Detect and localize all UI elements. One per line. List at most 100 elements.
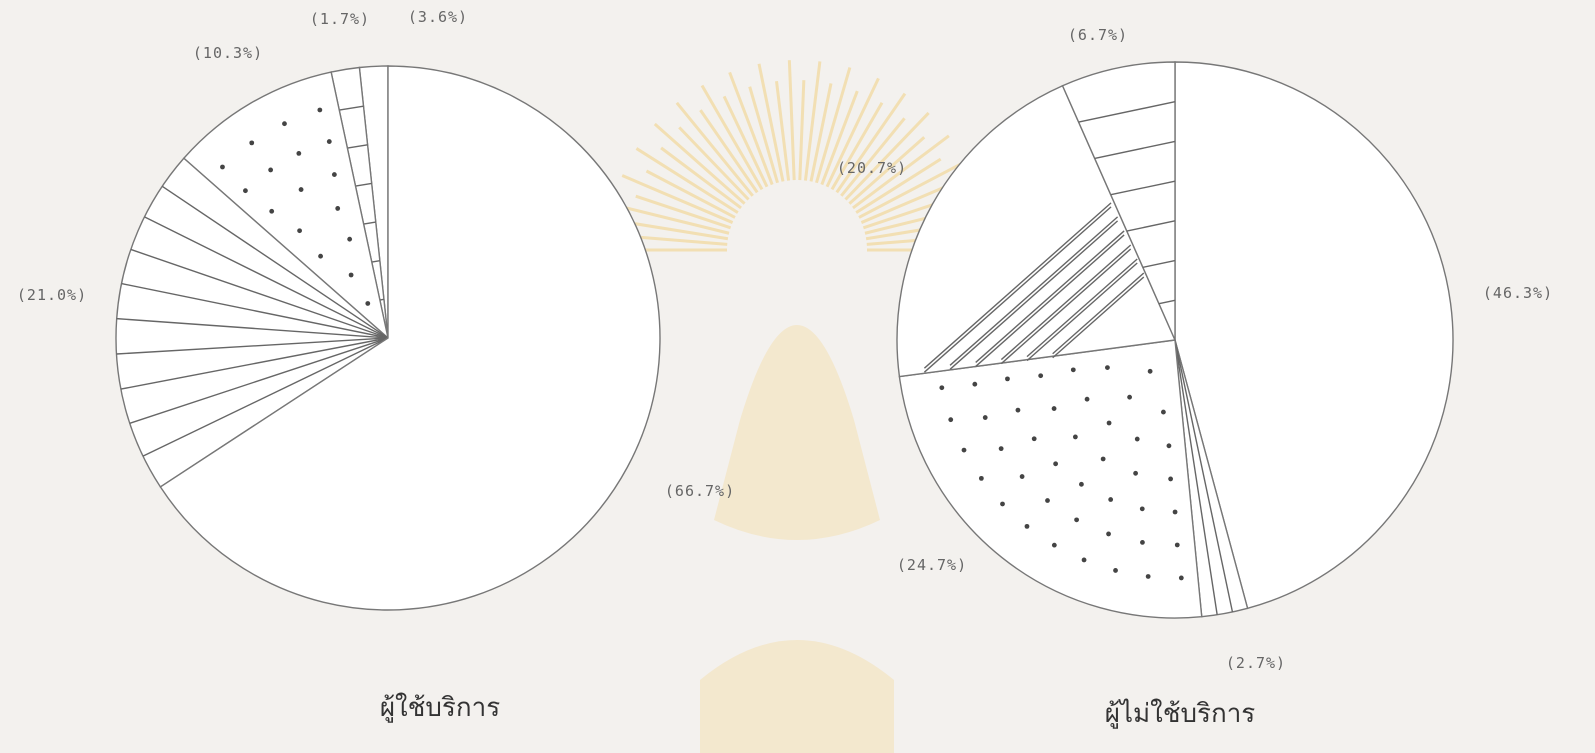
pie-slice-label: (21.0%) xyxy=(17,286,87,304)
watermark-ray xyxy=(820,90,859,186)
watermark-ray xyxy=(628,221,729,241)
pie-pattern-dot xyxy=(972,381,978,387)
pie-pattern-dot xyxy=(348,272,354,278)
pie-pattern-line xyxy=(1158,299,1176,305)
pie-chart-non-users: (46.3%) (2.7%) (24.7%) (20.7%) (6.7%) xyxy=(837,26,1552,672)
pie-slice-4 xyxy=(159,65,661,611)
pie-pattern-line xyxy=(1000,244,1132,361)
watermark-ray xyxy=(748,86,779,184)
pie-pattern-line xyxy=(923,202,1112,369)
pie-pattern-dot xyxy=(1168,476,1174,482)
watermark-ray xyxy=(653,122,746,205)
pie-pattern-dot xyxy=(317,107,323,113)
watermark-ray xyxy=(809,83,833,182)
watermark-ray xyxy=(855,157,942,214)
pie-pattern-dot xyxy=(1100,456,1106,462)
pie-pattern-dot xyxy=(347,236,353,242)
pie-pattern-dot xyxy=(1113,568,1118,573)
pie-slice-label: (6.7%) xyxy=(1068,26,1128,44)
pie-slice-2 xyxy=(898,339,1203,619)
pie-pattern-line xyxy=(371,260,380,263)
pie-slice-0 xyxy=(1174,61,1454,610)
pie-pattern-dot xyxy=(1051,406,1057,411)
watermark-ray xyxy=(660,146,742,210)
pie-pattern-line xyxy=(161,185,389,339)
pie-pattern-dot xyxy=(1166,443,1172,449)
pie-pattern-line xyxy=(363,221,376,225)
pie-pattern-dot xyxy=(1174,542,1180,548)
pie-pattern-line xyxy=(116,317,389,339)
pie-pattern-dot xyxy=(1145,574,1151,579)
pie-pattern-dot xyxy=(1031,436,1037,442)
watermark-ray xyxy=(858,160,966,219)
watermark-ray xyxy=(830,102,884,191)
pie-pattern-dot xyxy=(1053,461,1059,467)
pie-pattern-dot xyxy=(326,139,332,144)
pie-pattern-dot xyxy=(1147,368,1153,374)
pie-pattern-dot xyxy=(1038,373,1044,379)
pie-pattern-line xyxy=(339,105,364,111)
pie-pattern-line xyxy=(1052,272,1145,355)
watermark-ray xyxy=(678,126,750,201)
pie-pattern-dot xyxy=(1133,470,1138,476)
pie-pattern-dot xyxy=(1000,501,1005,507)
pie-pattern-line xyxy=(949,216,1119,366)
pie-pattern-line xyxy=(121,282,389,339)
pie-pattern-dot xyxy=(1140,539,1145,545)
pie-pattern-line xyxy=(144,216,389,339)
pie-pattern-dot xyxy=(1045,498,1050,503)
pie-pattern-dot xyxy=(1079,481,1084,487)
watermark-ray xyxy=(852,134,950,210)
watermark-ray xyxy=(621,174,734,224)
pie-pattern-line xyxy=(949,220,1119,370)
pie-pattern-dot xyxy=(318,253,323,259)
watermark-ray xyxy=(645,169,736,219)
pie-pattern-line xyxy=(347,144,368,149)
pie-pattern-dot xyxy=(961,447,967,453)
pie-pattern-line xyxy=(129,337,389,424)
pie-pattern-line xyxy=(1110,180,1176,196)
pie-pattern-dot xyxy=(297,228,302,234)
pie-slice-label: (10.3%) xyxy=(193,44,263,62)
pie-pattern-dot xyxy=(1070,367,1076,373)
pie-pattern-dot xyxy=(243,188,248,194)
pie-pattern-line xyxy=(1174,339,1218,615)
watermark-ray xyxy=(612,203,730,235)
pie-pattern-line xyxy=(1026,258,1138,358)
pie-pattern-dot xyxy=(1024,523,1030,529)
pie-slice-label: (66.7%) xyxy=(665,482,735,500)
pie-pattern-dot xyxy=(998,446,1004,452)
watermark-ray xyxy=(825,77,880,188)
watermark-base xyxy=(700,640,894,753)
pie-pattern-line xyxy=(975,234,1125,367)
pie-pattern-line xyxy=(120,337,389,390)
watermark-ray xyxy=(700,84,764,191)
pie-pattern-dot xyxy=(1139,506,1145,512)
pie-pattern-dot xyxy=(1005,376,1010,382)
pie-pattern-dot xyxy=(1172,509,1178,515)
watermark-ray xyxy=(844,111,930,201)
watermark-ray xyxy=(728,71,774,186)
pie-pattern-dot xyxy=(220,164,225,170)
pie-pattern-dot xyxy=(1105,365,1110,371)
pie-pattern-line xyxy=(1126,220,1176,232)
watermark-ray xyxy=(787,60,796,181)
watermark-ray xyxy=(757,63,785,182)
pie-pattern-dot xyxy=(982,415,988,420)
pie-pattern-dot xyxy=(948,417,954,423)
pie-pattern-dot xyxy=(249,140,255,146)
pie-pattern-line xyxy=(1174,339,1234,613)
pie-pattern-dot xyxy=(1072,434,1078,440)
caption-non-users: ผู้ไม่ใช้บริการ xyxy=(1105,698,1256,729)
pie-pattern-line xyxy=(923,206,1112,373)
pie-slice-label: (2.7%) xyxy=(1226,654,1286,672)
pie-pattern-dot xyxy=(978,475,984,481)
pie-pattern-line xyxy=(1026,262,1138,362)
pie-pattern-dot xyxy=(1106,420,1112,426)
pie-slice-4 xyxy=(1061,61,1176,341)
watermark-ray xyxy=(635,147,739,214)
pie-slice-label: (20.7%) xyxy=(837,159,907,177)
pie-pattern-dot xyxy=(1084,396,1090,402)
